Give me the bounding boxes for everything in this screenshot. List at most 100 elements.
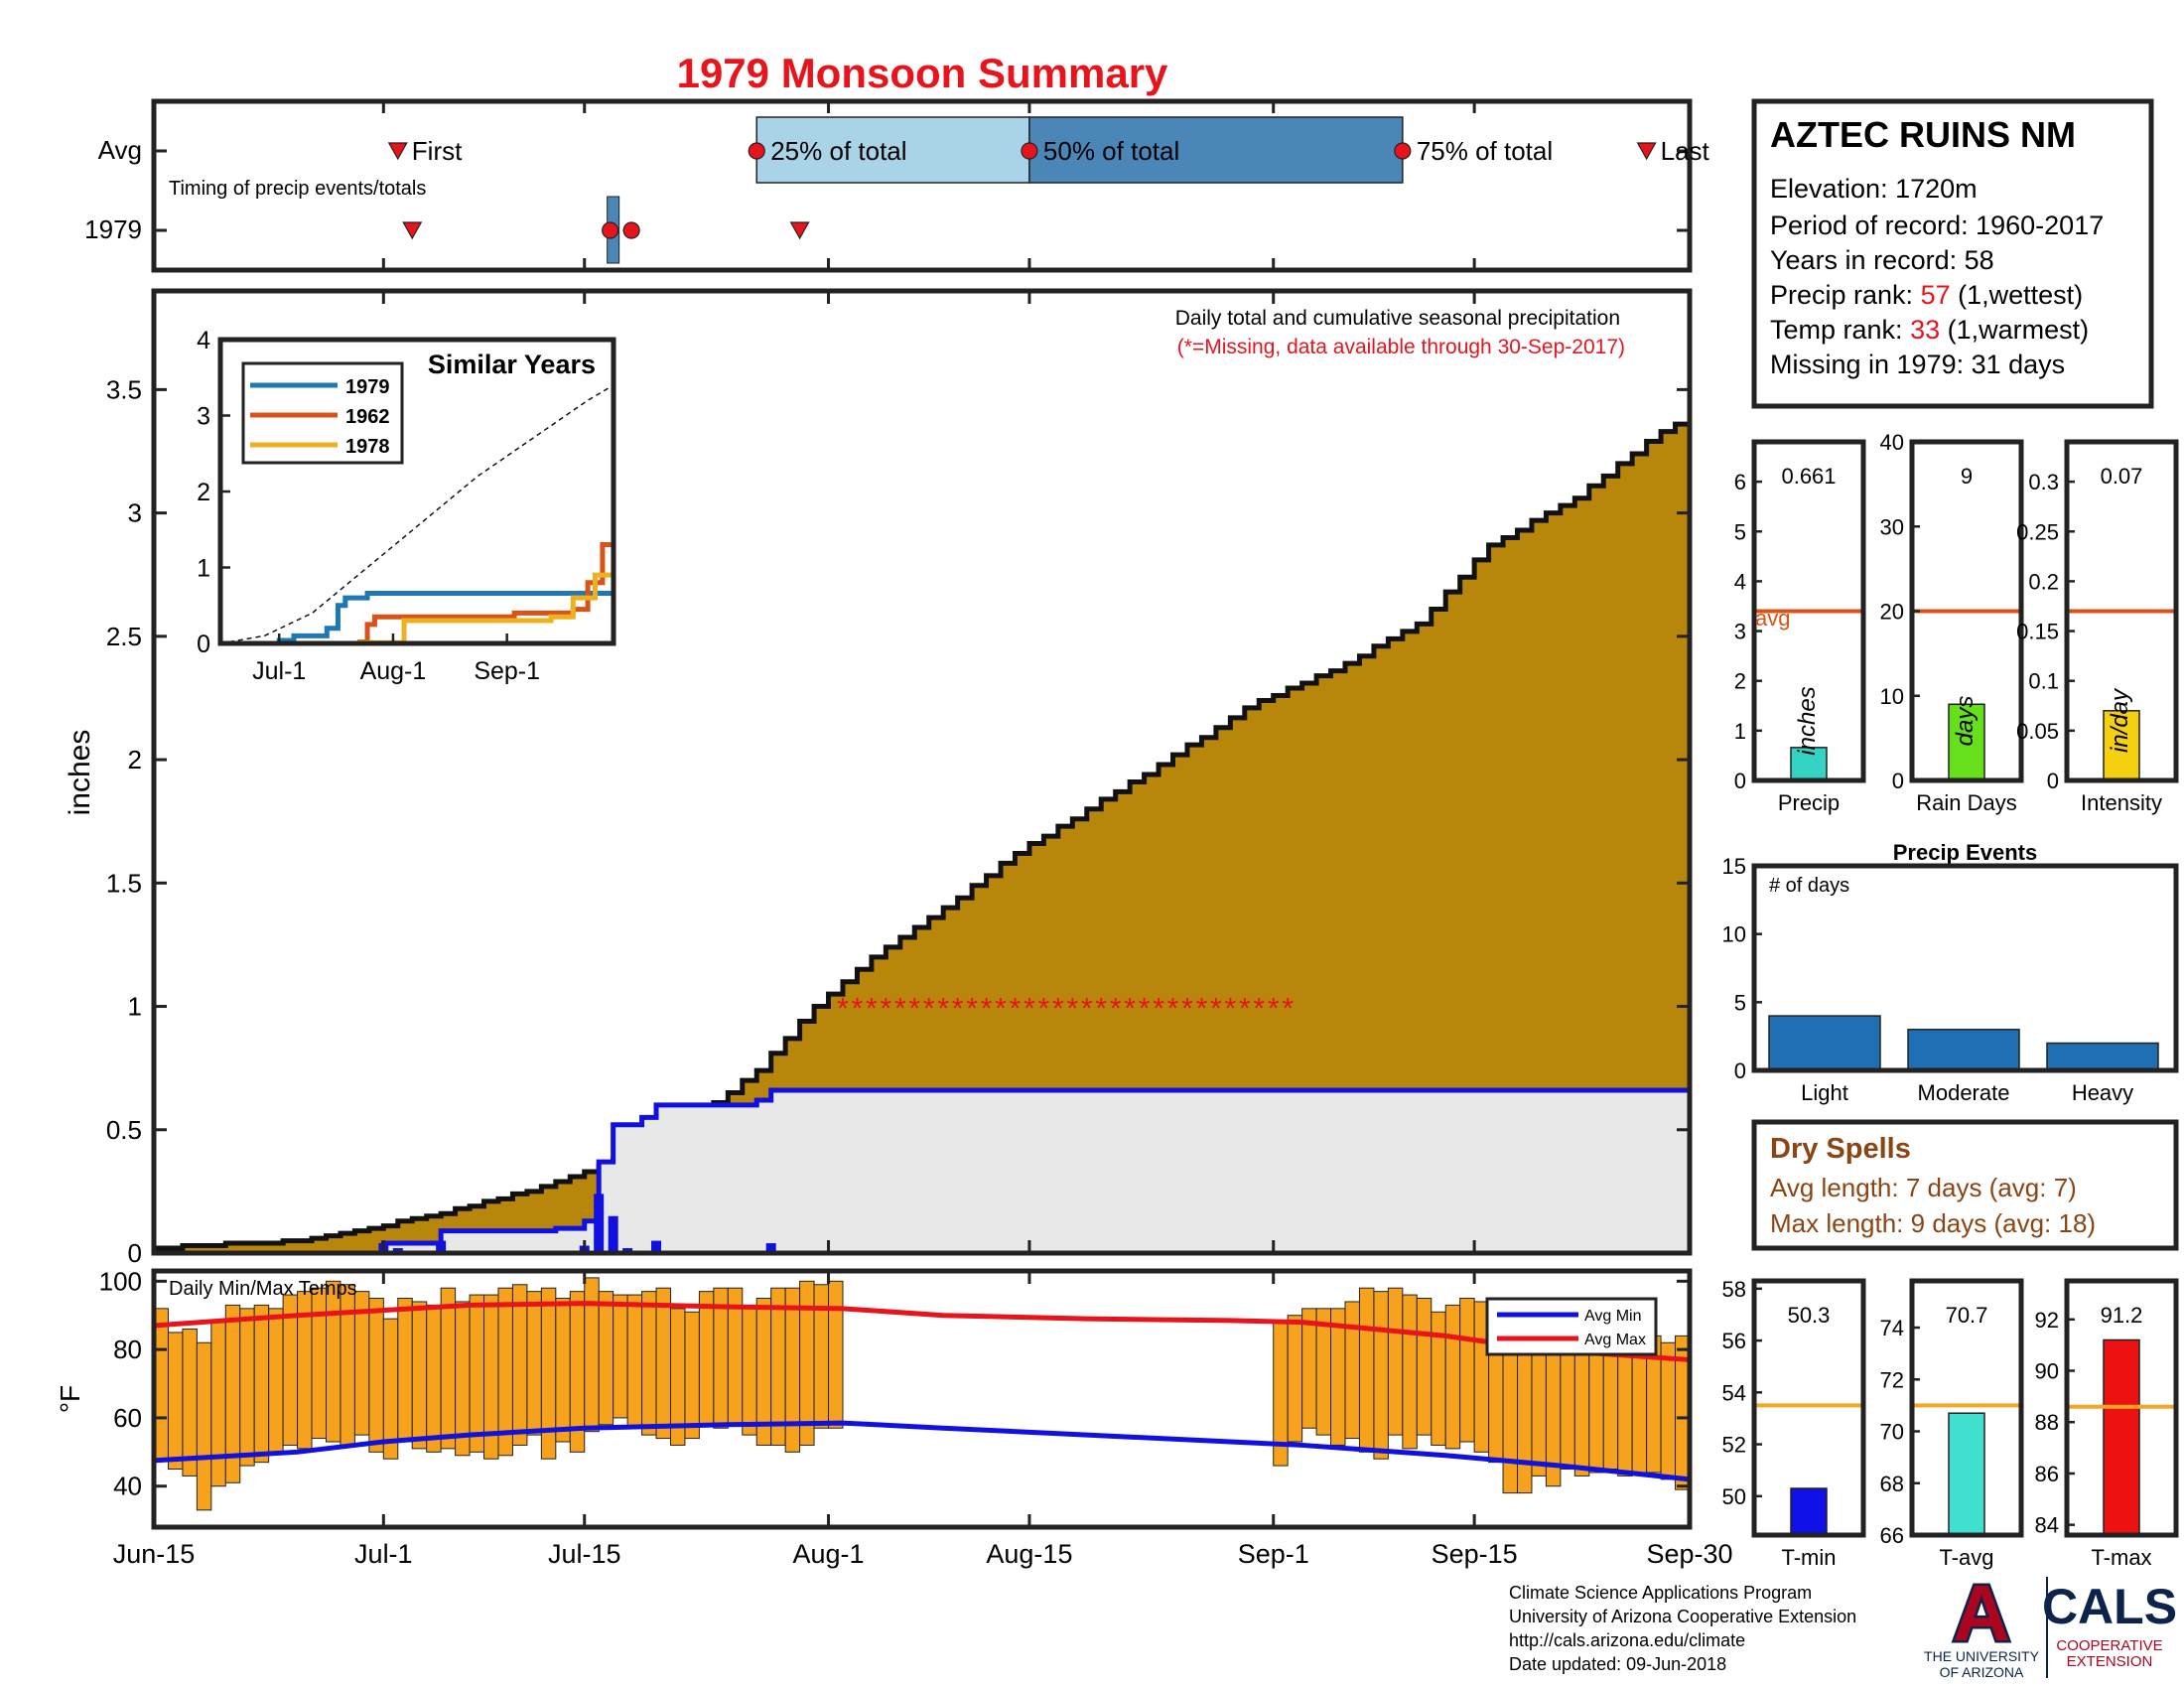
dry-spells-box bbox=[1751, 1119, 2179, 1251]
daily-temp-bar bbox=[340, 1284, 355, 1446]
x-tick-label: Aug-15 bbox=[986, 1539, 1072, 1569]
missing-note: (*=Missing, data available through 30-Se… bbox=[1177, 336, 1625, 358]
missing-marker: * bbox=[1081, 993, 1093, 1026]
y-tick-label: 0.5 bbox=[106, 1115, 142, 1145]
daily-temp-bar bbox=[455, 1301, 471, 1457]
inset-legend-label: 1979 bbox=[345, 376, 390, 398]
events-y-tick-label: 10 bbox=[1722, 922, 1746, 947]
station-name: AZTEC RUINS NM bbox=[1770, 114, 2076, 155]
tavg-axes bbox=[1909, 1278, 2024, 1538]
tmax-y-tick-label: 90 bbox=[2035, 1359, 2059, 1384]
daily-temp-bar bbox=[1602, 1338, 1619, 1471]
legend-label-avg-max: Avg Max bbox=[1584, 1332, 1646, 1348]
station-temp-rank-part: (1,warmest) bbox=[1940, 315, 2089, 345]
page-title: 1979 Monsoon Summary bbox=[677, 50, 1168, 96]
daily-temp-bar bbox=[784, 1287, 801, 1453]
intensity-value: 0.07 bbox=[2101, 464, 2143, 489]
daily-temp-bar bbox=[555, 1298, 571, 1443]
daily-temp-bar bbox=[210, 1322, 226, 1487]
precip-y-tick-label: 4 bbox=[1734, 569, 1746, 594]
daily-temp-bar bbox=[311, 1287, 327, 1440]
intensity-bar bbox=[2103, 710, 2140, 781]
missing-marker: * bbox=[1268, 993, 1280, 1026]
daily-temp-bar bbox=[1358, 1287, 1375, 1453]
station-precip-rank: Precip rank: 57 (1,wettest) bbox=[1770, 280, 2083, 310]
station-missing: Missing in 1979: 31 days bbox=[1770, 350, 2065, 379]
missing-marker: * bbox=[937, 993, 949, 1026]
missing-marker: * bbox=[1167, 993, 1179, 1026]
tmax-bar bbox=[2103, 1338, 2140, 1536]
intensity-unit: in/day bbox=[2107, 687, 2133, 753]
event-category-label: Light bbox=[1801, 1080, 1848, 1105]
y-tick-label: 1.5 bbox=[106, 868, 142, 898]
daily-temp-bar bbox=[469, 1294, 485, 1453]
ua-logo-icon: A bbox=[1953, 1569, 2010, 1657]
station-years: Years in record: 58 bbox=[1770, 245, 1994, 275]
missing-marker: * bbox=[995, 993, 1007, 1026]
inset-y-tick-label: 3 bbox=[197, 403, 210, 431]
timing-box-50-75 bbox=[1028, 116, 1404, 184]
daily-temp-bar bbox=[1402, 1294, 1418, 1450]
temps-axes bbox=[151, 1268, 1693, 1530]
events-y-tick-label: 15 bbox=[1722, 854, 1746, 879]
event-category-label: Heavy bbox=[2072, 1080, 2133, 1105]
rain-days-y-tick-label: 30 bbox=[1880, 514, 1904, 539]
daily-temp-bar bbox=[613, 1294, 628, 1419]
daily-temp-bar bbox=[196, 1341, 212, 1511]
precip-axes bbox=[1751, 439, 1866, 783]
daily-temp-bar bbox=[1315, 1308, 1332, 1436]
daily-temp-bar bbox=[684, 1311, 700, 1440]
precip-y-tick-label: 3 bbox=[1734, 620, 1746, 644]
tmax-label: T-max bbox=[2091, 1545, 2151, 1570]
p25-marker-avg bbox=[748, 142, 765, 160]
daily-temp-bar bbox=[239, 1308, 255, 1467]
missing-marker: * bbox=[1181, 993, 1193, 1026]
missing-marker: * bbox=[923, 993, 935, 1026]
daily-temp-bar bbox=[1517, 1332, 1533, 1494]
intensity-label: Intensity bbox=[2081, 790, 2162, 815]
precip-bar bbox=[1790, 747, 1828, 781]
event-bar-moderate bbox=[1907, 1029, 2020, 1071]
daily-temp-bar bbox=[540, 1287, 557, 1460]
inset-y-tick-label: 2 bbox=[197, 479, 210, 506]
year-cumulative-area bbox=[154, 1090, 1690, 1253]
daily-temp-bar bbox=[382, 1318, 399, 1460]
year-cumulative-line bbox=[154, 1087, 1690, 1256]
daily-temp-bar bbox=[1330, 1308, 1346, 1446]
p50-marker-avg bbox=[1021, 142, 1038, 160]
missing-marker: * bbox=[1024, 993, 1035, 1026]
daily-temp-bar bbox=[368, 1298, 384, 1453]
daily-temp-bar bbox=[1502, 1338, 1519, 1494]
missing-marker: * bbox=[894, 993, 906, 1026]
tavg-y-tick-label: 72 bbox=[1880, 1367, 1904, 1392]
last-marker-year bbox=[789, 221, 810, 240]
missing-marker: * bbox=[1010, 993, 1022, 1026]
inset-y-tick-label: 0 bbox=[197, 631, 210, 658]
daily-temp-bar bbox=[1416, 1298, 1433, 1436]
temp-y-tick-label: 60 bbox=[113, 1403, 142, 1433]
tavg-y-tick-label: 70 bbox=[1880, 1420, 1904, 1445]
y-tick-label: 3.5 bbox=[106, 374, 142, 404]
daily-temp-bar bbox=[1431, 1311, 1446, 1446]
avg-cumulative-area bbox=[154, 414, 1690, 1253]
main-axes bbox=[151, 288, 1693, 1256]
missing-marker: * bbox=[1038, 993, 1050, 1026]
tmin-y-tick-label: 54 bbox=[1722, 1380, 1746, 1405]
p75-marker-avg bbox=[1394, 142, 1412, 160]
footer-url: http://cals.arizona.edu/climate bbox=[1509, 1630, 1745, 1650]
daily-precip-bar bbox=[765, 1243, 776, 1253]
missing-marker: * bbox=[866, 993, 878, 1026]
events-y-tick-label: 0 bbox=[1734, 1058, 1746, 1083]
daily-temp-bar bbox=[1459, 1298, 1475, 1443]
daily-temp-bar bbox=[440, 1287, 457, 1450]
events-axes bbox=[1751, 863, 2179, 1073]
inset-x-tick-label: Jul-1 bbox=[252, 657, 306, 685]
intensity-y-tick-label: 0.05 bbox=[2016, 719, 2059, 744]
timing-label-last: Last bbox=[1661, 136, 1710, 166]
tmin-y-tick-label: 56 bbox=[1722, 1329, 1746, 1353]
timing-row-label-year: 1979 bbox=[84, 214, 142, 244]
temps-title: Daily Min/Max Temps bbox=[169, 1278, 357, 1300]
x-tick-label: Jul-1 bbox=[354, 1539, 413, 1569]
dry-spells-max: Max length: 9 days (avg: 18) bbox=[1770, 1208, 2096, 1238]
events-title: Precip Events bbox=[1893, 840, 2038, 865]
